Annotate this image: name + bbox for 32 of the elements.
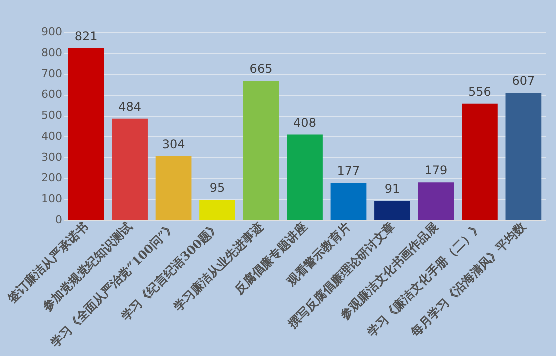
y-tick-label: 600	[42, 88, 62, 102]
bar	[200, 200, 236, 220]
bar	[156, 156, 192, 220]
y-tick-label: 400	[42, 130, 62, 143]
data-label: 179	[424, 164, 448, 178]
data-label: 95	[210, 181, 226, 196]
y-tick-label: 100	[42, 192, 62, 206]
y-tick-label: 200	[42, 172, 62, 185]
y-tick-label: 300	[42, 150, 62, 164]
data-label: 408	[294, 116, 316, 130]
bar	[68, 48, 104, 220]
data-label: 177	[337, 164, 360, 178]
bar	[243, 81, 280, 220]
bar	[374, 200, 410, 220]
y-tick-label: 700	[42, 67, 62, 80]
y-tick-label: 900	[42, 26, 62, 38]
data-label: 821	[74, 30, 98, 44]
y-tick-label: 800	[42, 46, 62, 60]
data-label: 665	[250, 62, 273, 76]
data-label: 91	[384, 182, 400, 196]
data-label: 556	[468, 84, 492, 99]
bar	[418, 182, 454, 220]
data-label: 304	[162, 138, 186, 152]
bar	[330, 183, 367, 220]
y-tick-label: 0	[56, 214, 62, 226]
bar	[287, 134, 323, 220]
bar	[506, 93, 542, 220]
data-label: 484	[118, 100, 142, 114]
bar	[112, 118, 148, 220]
bar	[462, 104, 498, 220]
y-tick-label: 500	[42, 109, 62, 122]
data-label: 607	[512, 74, 536, 88]
